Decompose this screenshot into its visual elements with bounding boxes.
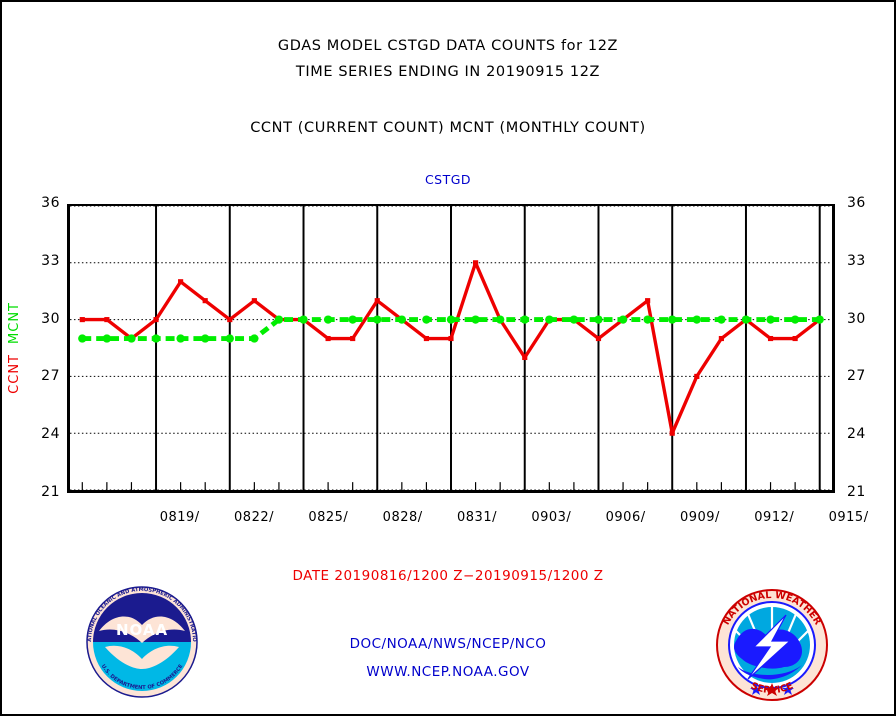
data-point-ccnt: [79, 317, 85, 323]
data-point-ccnt: [104, 317, 110, 323]
data-point-mcnt: [250, 334, 259, 343]
data-point-mcnt: [717, 315, 726, 324]
data-point-mcnt: [446, 315, 456, 324]
x-tick-label: 0831/: [457, 510, 497, 525]
nws-logo: NATIONAL WEATHER SERVICE: [716, 589, 828, 701]
data-point-ccnt: [595, 335, 602, 342]
data-point-mcnt: [815, 315, 824, 324]
data-point-ccnt: [153, 317, 159, 323]
y-tick-label-right: 21: [847, 484, 866, 500]
y-tick-label-left: 30: [41, 310, 60, 327]
data-point-mcnt: [618, 315, 628, 324]
x-tick-label: 0909/: [679, 510, 720, 525]
data-point-mcnt: [176, 334, 185, 343]
data-point-ccnt: [645, 298, 651, 304]
plot-area: [67, 204, 835, 493]
data-point-mcnt: [766, 315, 775, 324]
series-legend-label: CSTGD: [424, 172, 472, 187]
data-point-mcnt: [397, 315, 407, 324]
y-tick-label-left: 36: [41, 195, 60, 211]
plot-svg: [70, 206, 832, 490]
y-tick-label-left: 33: [41, 252, 60, 269]
data-point-ccnt: [522, 354, 528, 361]
data-point-mcnt: [668, 315, 677, 324]
y-tick-label-left: 21: [41, 484, 60, 500]
date-range-label: DATE 20190816/1200 Z−20190915/1200 Z: [292, 568, 604, 584]
data-point-mcnt: [201, 334, 210, 343]
data-point-mcnt: [741, 315, 751, 324]
data-point-mcnt: [692, 315, 701, 324]
data-point-ccnt: [227, 317, 233, 323]
y-tick-label-left: 27: [41, 368, 60, 385]
y-tick-label-right: 30: [847, 310, 866, 327]
x-tick-label: 0906/: [605, 510, 646, 525]
x-tick-label: 0825/: [308, 510, 349, 525]
data-point-ccnt: [178, 279, 184, 285]
data-point-mcnt: [471, 315, 480, 324]
svg-text:SERVICE: SERVICE: [749, 680, 795, 696]
data-point-ccnt: [423, 335, 429, 342]
data-point-ccnt: [792, 335, 798, 342]
data-point-mcnt: [127, 334, 136, 343]
data-point-mcnt: [643, 315, 652, 324]
data-point-mcnt: [348, 315, 357, 324]
data-point-mcnt: [790, 315, 800, 324]
data-point-ccnt: [448, 335, 454, 342]
data-point-mcnt: [569, 315, 579, 324]
data-point-mcnt: [78, 334, 87, 343]
data-point-ccnt: [251, 298, 257, 304]
data-point-mcnt: [299, 315, 308, 324]
y-tick-label-right: 36: [847, 195, 866, 211]
data-point-ccnt: [374, 298, 380, 304]
y-tick-label-right: 24: [847, 426, 866, 443]
svg-text:NOAA: NOAA: [116, 621, 168, 639]
data-point-mcnt: [545, 315, 554, 324]
url-label: WWW.NCEP.NOAA.GOV: [366, 664, 530, 680]
y-tick-label-right: 27: [847, 368, 866, 385]
data-point-ccnt: [767, 335, 774, 342]
data-point-mcnt: [323, 315, 333, 324]
data-point-mcnt: [495, 315, 505, 324]
data-point-ccnt: [718, 335, 724, 342]
data-point-ccnt: [694, 373, 700, 379]
data-point-ccnt: [202, 298, 208, 304]
data-point-mcnt: [373, 315, 382, 324]
data-point-ccnt: [350, 335, 356, 342]
y-tick-label-left: 24: [41, 426, 60, 443]
chart-title-line2: TIME SERIES ENDING IN 20190915 12Z: [295, 64, 601, 80]
y-tick-label-right: 33: [847, 252, 866, 269]
data-point-mcnt: [102, 334, 112, 343]
data-point-ccnt: [325, 335, 331, 342]
noaa-logo: NOAA NATIONAL OCEANIC AND ATMOSPHERIC AD…: [85, 585, 198, 698]
data-point-mcnt: [225, 334, 234, 343]
x-tick-label: 0819/: [159, 510, 200, 525]
data-point-mcnt: [520, 315, 529, 324]
x-tick-label: 0912/: [754, 510, 795, 525]
x-tick-label: 0828/: [382, 510, 423, 525]
x-tick-label: 0822/: [234, 510, 274, 525]
data-point-mcnt: [151, 334, 161, 343]
x-tick-label: 0915/: [828, 510, 869, 525]
data-point-ccnt: [473, 260, 479, 266]
data-point-mcnt: [274, 315, 284, 324]
data-point-ccnt: [669, 430, 675, 436]
chart-title-line1: GDAS MODEL CSTGD DATA COUNTS for 12Z: [277, 38, 619, 54]
chart-subtitle: CCNT (CURRENT COUNT) MCNT (MONTHLY COUNT…: [250, 120, 646, 136]
data-point-mcnt: [594, 315, 603, 324]
org-label: DOC/NOAA/NWS/NCEP/NCO: [349, 636, 547, 652]
data-point-mcnt: [422, 315, 431, 324]
x-tick-label: 0903/: [531, 510, 572, 525]
